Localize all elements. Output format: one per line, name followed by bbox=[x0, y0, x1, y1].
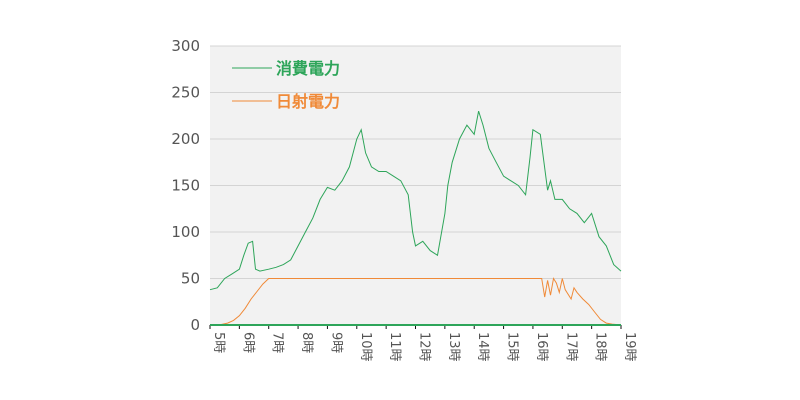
x-tick-label: 16時 bbox=[534, 332, 549, 362]
x-tick-label: 14時 bbox=[475, 332, 490, 362]
x-tick-label: 19時 bbox=[622, 332, 637, 362]
x-tick-label: 5時 bbox=[211, 332, 226, 353]
y-tick-label: 100 bbox=[171, 223, 200, 241]
legend-label-consumption: 消費電力 bbox=[276, 59, 340, 78]
x-tick-label: 18時 bbox=[593, 332, 608, 362]
x-tick-label: 8時 bbox=[299, 332, 314, 353]
series-line-consumption bbox=[209, 110, 622, 291]
x-tick-label: 6時 bbox=[240, 332, 255, 353]
y-tick-label: 250 bbox=[171, 84, 200, 102]
y-tick-label: 50 bbox=[181, 270, 200, 288]
series-line-solar bbox=[210, 277, 622, 326]
x-tick-label: 7時 bbox=[270, 332, 285, 353]
x-tick-label: 17時 bbox=[563, 332, 578, 362]
y-tick-label: 0 bbox=[190, 316, 200, 334]
legend: 消費電力 日射電力 bbox=[232, 59, 340, 111]
x-tick-label: 11時 bbox=[387, 332, 402, 362]
y-tick-label: 200 bbox=[171, 130, 200, 148]
x-tick-label: 10時 bbox=[358, 332, 373, 362]
legend-label-solar: 日射電力 bbox=[276, 92, 340, 111]
x-tick-label: 9時 bbox=[328, 332, 343, 353]
x-axis-ticks: 5時 6時 7時 8時 9時 10時 11時 12時 13時 14時 15時 16時 17時 18時 19時 bbox=[209, 325, 637, 362]
y-tick-label: 300 bbox=[171, 37, 200, 55]
x-tick-label: 12時 bbox=[417, 332, 432, 362]
y-axis-ticks: 0 50 100 150 200 250 300 bbox=[171, 37, 200, 334]
y-tick-label: 150 bbox=[171, 177, 200, 195]
x-tick-label: 15時 bbox=[505, 332, 520, 362]
x-tick-label: 13時 bbox=[446, 332, 461, 362]
